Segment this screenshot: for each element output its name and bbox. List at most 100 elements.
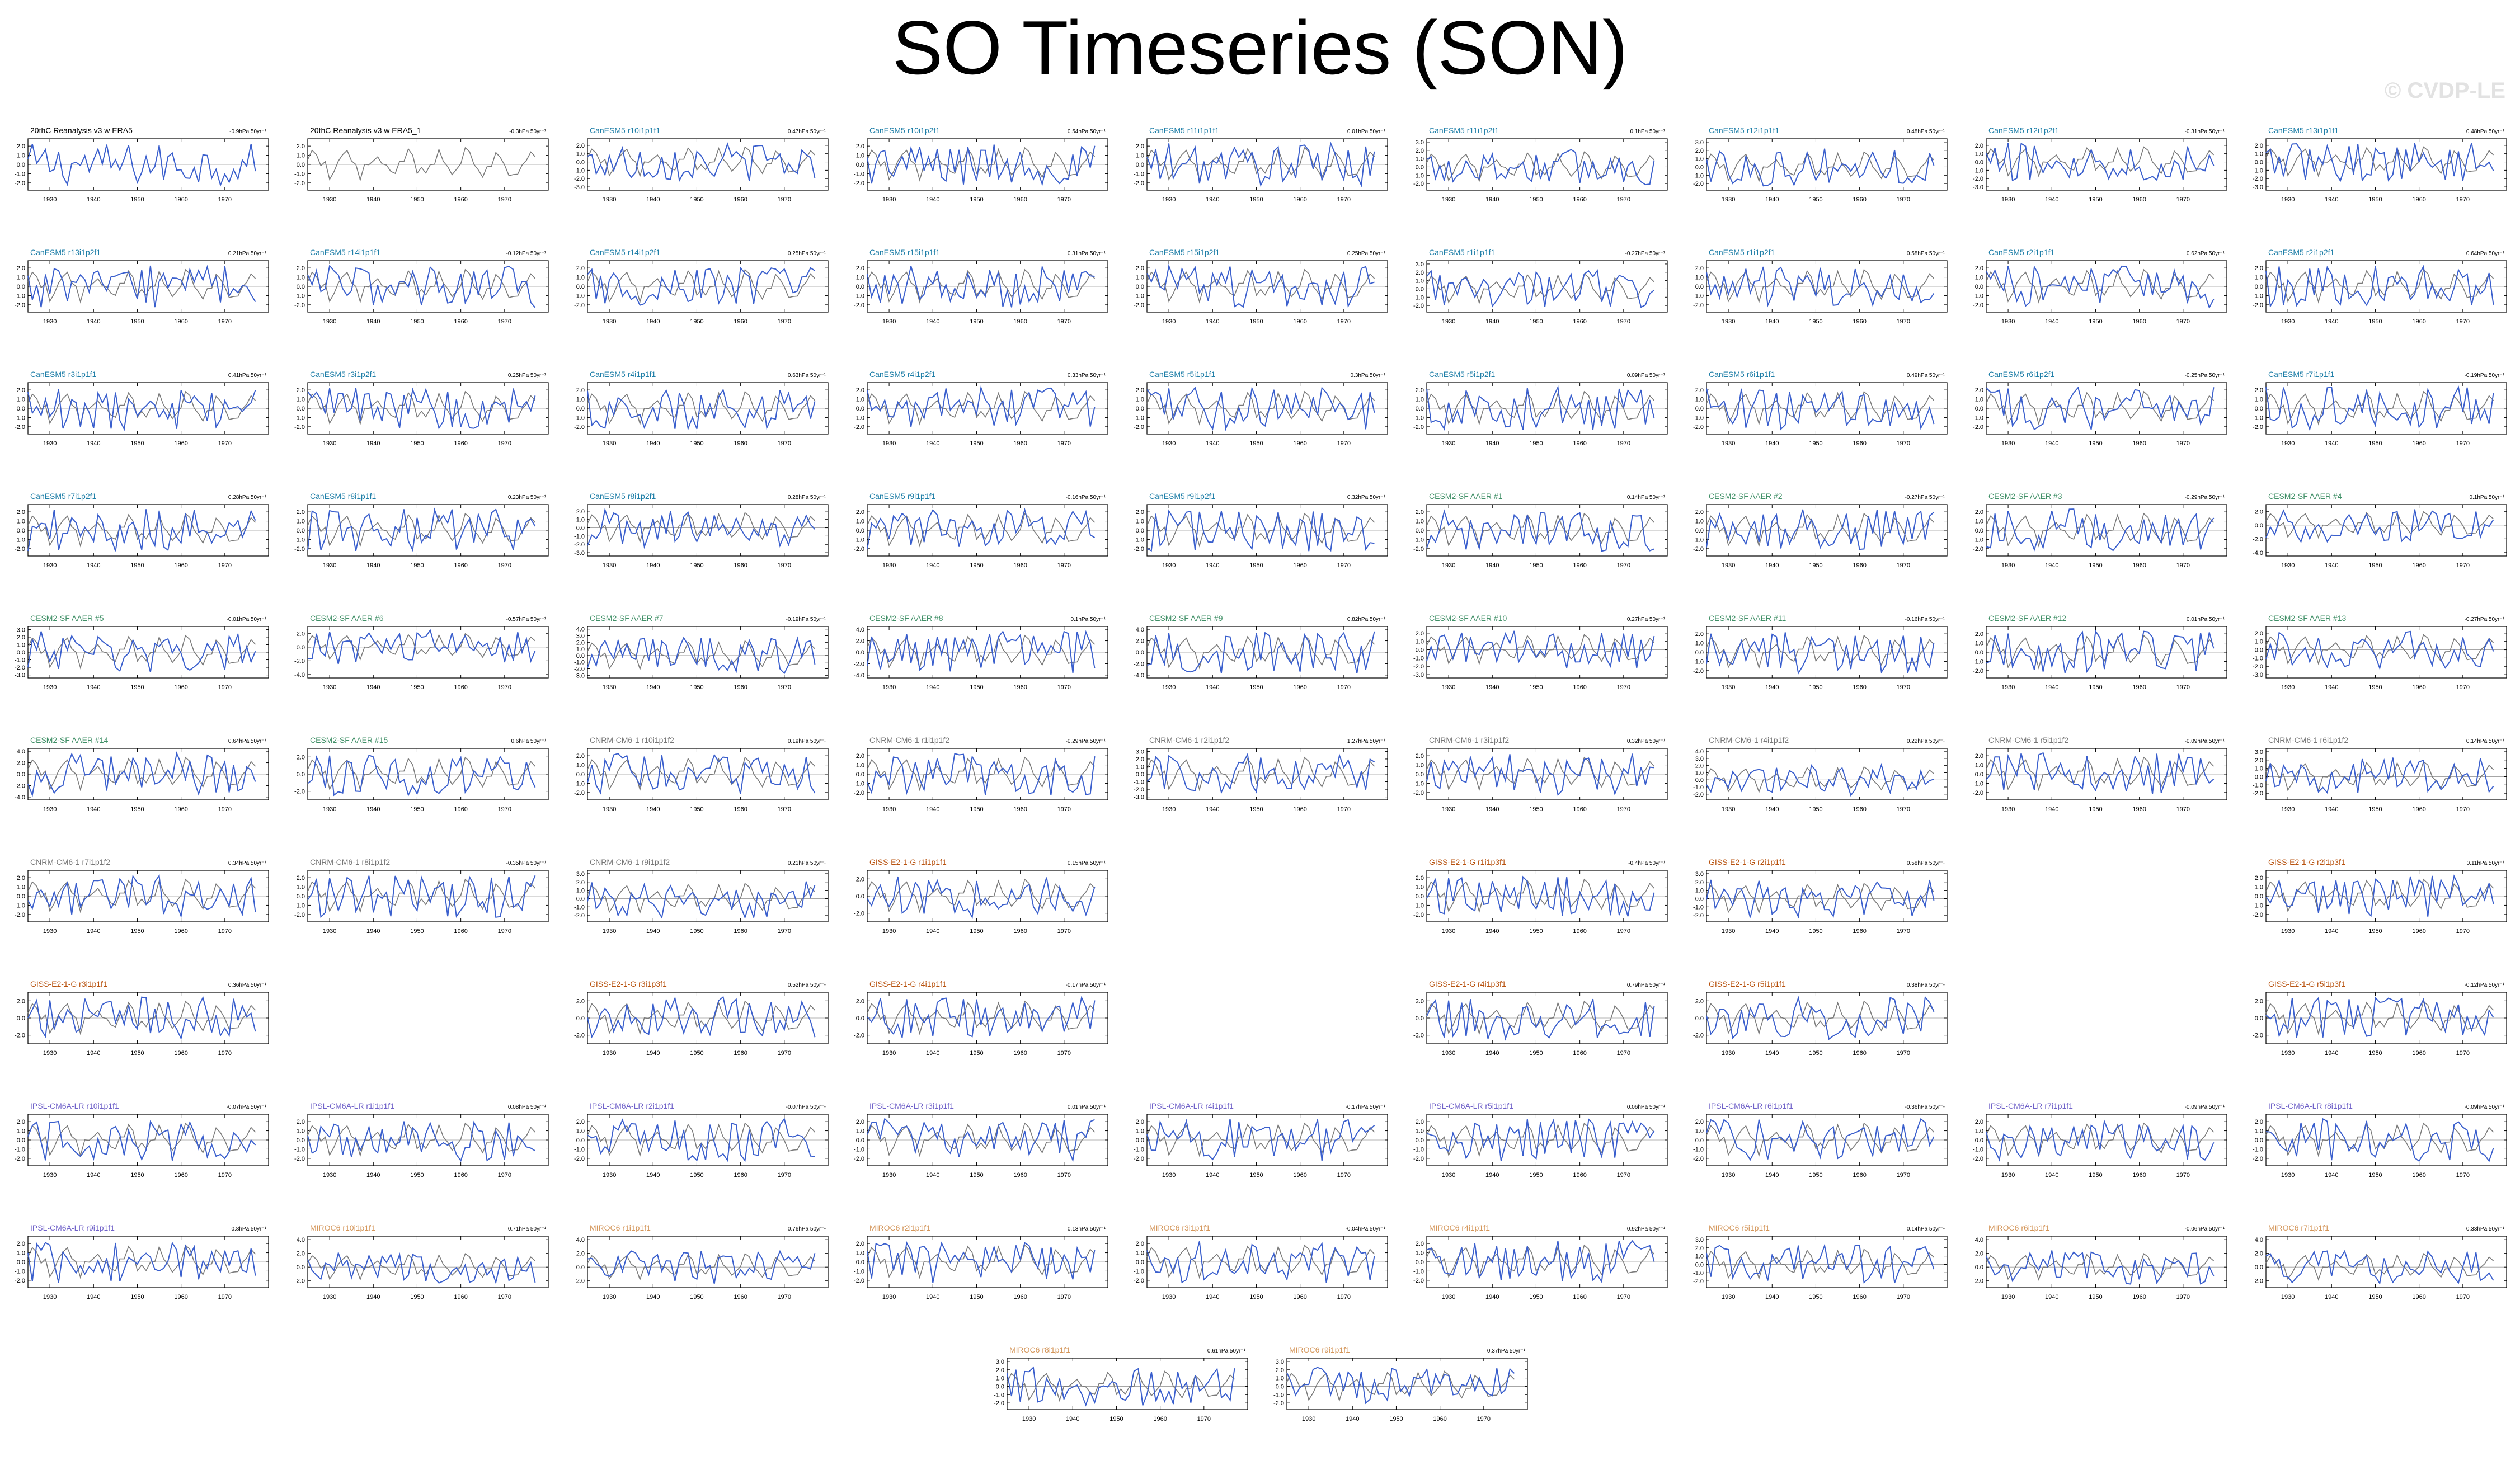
y-tick-label: -1.0 bbox=[1134, 1268, 1144, 1275]
y-tick-label: 0.0 bbox=[1695, 1261, 1704, 1268]
y-tick-label: 2.0 bbox=[1276, 1367, 1284, 1374]
x-tick-label: 1970 bbox=[1617, 1294, 1630, 1301]
timeseries-panel: IPSL-CM6A-LR r3i1p1f1 0.01hPa 50yr⁻¹ 2.0 1.… bbox=[854, 1101, 1108, 1179]
x-tick-label: 1970 bbox=[1057, 196, 1071, 203]
x-tick-label: 1960 bbox=[1853, 806, 1866, 813]
y-tick-label: 4.0 bbox=[1975, 1237, 1983, 1243]
y-tick-label: 1.0 bbox=[1975, 1128, 1983, 1135]
y-tick-label: 1.0 bbox=[1975, 519, 1983, 525]
x-tick-label: 1930 bbox=[323, 928, 336, 935]
x-tick-label: 1930 bbox=[2001, 806, 2015, 813]
x-tick-label: 1930 bbox=[882, 440, 896, 447]
panel-label: MIROC6 r7i1p1f1 bbox=[2268, 1223, 2329, 1232]
x-tick-label: 1930 bbox=[603, 562, 616, 569]
panel-trend-value: -0.16hPa 50yr⁻¹ bbox=[1066, 494, 1106, 501]
y-tick-label: 2.0 bbox=[1416, 509, 1424, 516]
panel-trend-value: 0.22hPa 50yr⁻¹ bbox=[1907, 738, 1945, 745]
panel-label: CanESM5 r8i1p2f1 bbox=[590, 492, 656, 501]
y-tick-label: -1.0 bbox=[1693, 1270, 1704, 1276]
x-tick-label: 1970 bbox=[1337, 806, 1351, 813]
x-tick-label: 1970 bbox=[1897, 806, 1910, 813]
y-tick-label: -1.0 bbox=[1693, 293, 1704, 299]
y-tick-label: 1.0 bbox=[1276, 1375, 1284, 1382]
panel-trend-value: 0.41hPa 50yr⁻¹ bbox=[228, 373, 267, 379]
panel-trend-value: 0.25hPa 50yr⁻¹ bbox=[508, 373, 547, 379]
y-tick-label: 2.0 bbox=[576, 1251, 585, 1257]
y-tick-label: 2.0 bbox=[17, 1119, 25, 1125]
member-series-line bbox=[1007, 1366, 1235, 1407]
x-tick-label: 1930 bbox=[1442, 318, 1455, 325]
x-tick-label: 1940 bbox=[1765, 318, 1779, 325]
y-tick-label: -4.0 bbox=[2253, 550, 2263, 557]
x-tick-label: 1930 bbox=[1162, 562, 1176, 569]
y-tick-label: 0.0 bbox=[1136, 649, 1144, 656]
panel-trend-value: 0.62hPa 50yr⁻¹ bbox=[2187, 251, 2225, 257]
observed-series-line bbox=[1426, 1122, 1655, 1157]
member-series-line bbox=[1706, 632, 1935, 675]
y-tick-label: 1.0 bbox=[17, 642, 25, 648]
y-tick-label: 1.0 bbox=[1136, 1128, 1144, 1135]
x-tick-label: 1950 bbox=[970, 1294, 983, 1301]
y-tick-label: -1.0 bbox=[15, 414, 25, 421]
observed-series-line bbox=[27, 1244, 256, 1279]
x-tick-label: 1930 bbox=[1442, 440, 1455, 447]
y-tick-label: 2.0 bbox=[17, 634, 25, 641]
x-tick-label: 1970 bbox=[2456, 440, 2470, 447]
y-tick-label: 2.0 bbox=[17, 143, 25, 150]
x-tick-label: 1940 bbox=[646, 1172, 660, 1179]
y-tick-label: -2.0 bbox=[1973, 302, 1983, 309]
y-tick-label: -1.0 bbox=[1693, 172, 1704, 179]
member-series-line bbox=[1706, 388, 1935, 431]
x-tick-label: 1970 bbox=[2456, 1050, 2470, 1057]
x-tick-label: 1970 bbox=[2456, 1294, 2470, 1301]
y-tick-label: 0.0 bbox=[576, 771, 585, 778]
x-tick-label: 1940 bbox=[1765, 928, 1779, 935]
y-tick-label: 4.0 bbox=[1136, 626, 1144, 633]
y-tick-label: -1.0 bbox=[574, 167, 585, 174]
x-tick-label: 1930 bbox=[1722, 806, 1735, 813]
panel-trend-value: 0.33hPa 50yr⁻¹ bbox=[2466, 1226, 2505, 1232]
y-tick-label: 1.0 bbox=[1416, 156, 1424, 163]
x-tick-label: 1960 bbox=[1013, 318, 1027, 325]
y-tick-label: 2.0 bbox=[1416, 998, 1424, 1005]
y-tick-label: 0.0 bbox=[2255, 522, 2263, 529]
panel-frame bbox=[2265, 748, 2507, 800]
x-tick-label: 1960 bbox=[1013, 562, 1027, 569]
y-tick-label: 2.0 bbox=[1136, 756, 1144, 763]
panel-label: CanESM5 r4i1p2f1 bbox=[869, 370, 936, 379]
y-tick-label: 1.0 bbox=[1416, 278, 1424, 285]
x-tick-label: 1930 bbox=[43, 1172, 57, 1179]
observed-series-line bbox=[307, 512, 536, 548]
y-tick-label: 2.0 bbox=[576, 998, 585, 1005]
x-tick-label: 1940 bbox=[87, 562, 100, 569]
panel-trend-value: 0.37hPa 50yr⁻¹ bbox=[1487, 1348, 1526, 1354]
member-series-line bbox=[867, 144, 1096, 186]
y-tick-label: 2.0 bbox=[17, 387, 25, 394]
x-tick-label: 1940 bbox=[646, 1050, 660, 1057]
y-tick-label: 1.0 bbox=[856, 1250, 864, 1257]
y-tick-label: 0.0 bbox=[1416, 771, 1424, 778]
panel-trend-value: -0.16hPa 50yr⁻¹ bbox=[1905, 616, 1945, 623]
member-series-line bbox=[867, 1241, 1096, 1283]
panel-label: IPSL-CM6A-LR r10i1p1f1 bbox=[30, 1101, 119, 1110]
x-tick-label: 1940 bbox=[366, 440, 380, 447]
panel-trend-value: 0.63hPa 50yr⁻¹ bbox=[788, 373, 826, 379]
panel-label: CESM2-SF AAER #12 bbox=[1988, 614, 2066, 623]
y-tick-label: -1.0 bbox=[1973, 293, 1983, 299]
x-tick-label: 1960 bbox=[1853, 684, 1866, 691]
x-tick-label: 1960 bbox=[1433, 1416, 1446, 1422]
x-tick-label: 1970 bbox=[778, 1172, 791, 1179]
panel-trend-value: -0.3hPa 50yr⁻¹ bbox=[509, 129, 547, 135]
timeseries-panel: CESM2-SF AAER #8 0.1hPa 50yr⁻¹ 4.0 2.0 0.0 -2… bbox=[854, 614, 1108, 691]
x-tick-label: 1960 bbox=[2132, 562, 2146, 569]
panel-trend-value: 0.08hPa 50yr⁻¹ bbox=[508, 1104, 547, 1110]
x-tick-label: 1950 bbox=[130, 440, 144, 447]
panel-label: MIROC6 r6i1p1f1 bbox=[1988, 1223, 2049, 1232]
x-tick-label: 1950 bbox=[1249, 196, 1263, 203]
x-tick-label: 1950 bbox=[690, 318, 703, 325]
panel-label: CNRM-CM6-1 r3i1p1f2 bbox=[1429, 736, 1509, 745]
x-tick-label: 1950 bbox=[2089, 684, 2102, 691]
x-tick-label: 1970 bbox=[1337, 1172, 1351, 1179]
timeseries-panel: CanESM5 r14i1p2f1 0.25hPa 50yr⁻¹ 2.0 1.0 0.0… bbox=[574, 248, 829, 325]
y-tick-label: 3.0 bbox=[1276, 1359, 1284, 1365]
